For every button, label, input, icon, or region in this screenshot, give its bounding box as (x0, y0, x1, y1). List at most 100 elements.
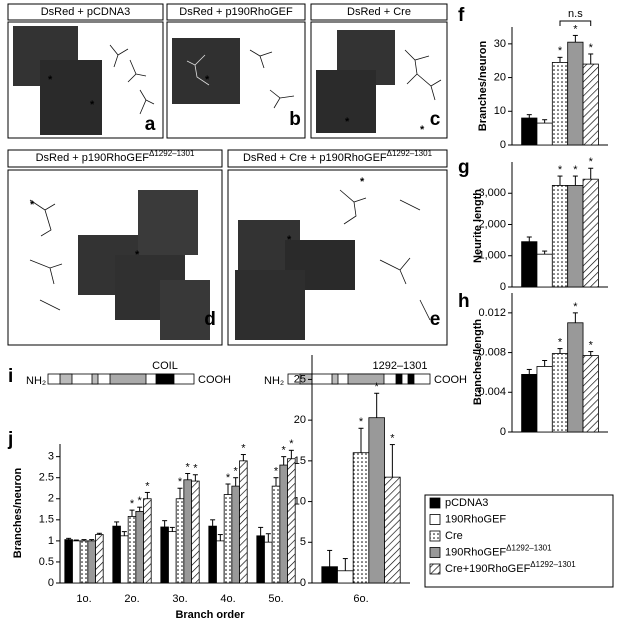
legend-label: 190RhoGEFΔ1292–1301 (445, 544, 552, 559)
panel-asterisk: * (420, 124, 425, 136)
bar (183, 479, 192, 584)
significance-marker: * (589, 339, 594, 351)
y-tick-label: 1,000 (478, 250, 506, 262)
y-tick-label: 1.5 (39, 514, 54, 526)
significance-marker: * (573, 301, 578, 313)
bar (87, 540, 96, 584)
bar (160, 526, 169, 584)
y-tick-label: 20 (294, 414, 306, 426)
bar (223, 494, 233, 584)
domain-label: NH₂ (264, 375, 284, 387)
bar (551, 353, 569, 433)
y-tick-label: 0 (500, 139, 506, 151)
legend-label: pCDNA3 (445, 497, 488, 509)
y-tick-label: 0.008 (478, 346, 506, 358)
significance-marker: * (289, 438, 294, 450)
significance-marker: * (234, 466, 239, 478)
bar (551, 62, 569, 146)
bar (536, 122, 553, 146)
panel-letter: e (430, 309, 441, 330)
panel-letter: b (289, 109, 301, 130)
significance-marker: * (390, 432, 395, 444)
domain-diagram (47, 373, 431, 385)
panel-title-sup: Δ1292–1301 (149, 149, 195, 158)
significance-marker: * (558, 45, 563, 57)
significance-marker: * (274, 466, 279, 478)
y-tick-label: 10 (294, 495, 306, 507)
panel-letter: i (8, 366, 13, 387)
bar (321, 566, 338, 584)
panel-asterisk: * (287, 234, 292, 246)
panel-title: DsRed + p190RhoGEF (179, 6, 293, 18)
y-tick-label: 0 (500, 426, 506, 438)
legend-label: Cre (445, 530, 463, 542)
legend-swatch (429, 514, 441, 525)
y-axis-label: Branches/neuron (12, 467, 24, 558)
panel-asterisk: * (30, 199, 35, 211)
x-tick-label: 3o. (172, 593, 187, 605)
significance-marker: * (573, 23, 578, 35)
significance-marker: * (130, 498, 135, 510)
annotation-bracket (559, 20, 592, 26)
y-tick-label: 0 (300, 577, 306, 589)
bar (79, 540, 89, 584)
x-axis-label: Branch order (175, 609, 245, 621)
bar (567, 322, 584, 433)
bar (256, 535, 265, 584)
neurites (29, 44, 442, 321)
bar (536, 366, 553, 433)
bar (521, 117, 538, 146)
legend-label-main: 190RhoGEF (445, 546, 506, 558)
y-tick-label: 0 (48, 577, 54, 589)
bar (64, 539, 73, 584)
legend-swatch (429, 563, 441, 575)
y-tick-label: 0 (500, 281, 506, 293)
panel-title-sup: Δ1292–1301 (387, 149, 433, 158)
significance-marker: * (558, 164, 563, 176)
bar (521, 374, 538, 433)
y-tick-label: 0.004 (478, 386, 506, 398)
y-tick-label: 3,000 (478, 187, 506, 199)
legend-label-main: 190RhoGEF (445, 513, 506, 525)
significance-marker: * (573, 164, 578, 176)
panel-letter: d (204, 309, 216, 330)
significance-marker: * (282, 445, 287, 457)
panel-title-main: DsRed + p190RhoGEF (179, 6, 293, 18)
panel-asterisk: * (205, 74, 210, 86)
y-axis-label: Branches/neuron (477, 40, 489, 131)
y-tick-label: 3 (48, 451, 54, 463)
bar (143, 498, 152, 584)
legend-label: 190RhoGEF (445, 513, 506, 525)
bar (168, 531, 177, 584)
y-tick-label: 2 (48, 493, 54, 505)
bar (287, 458, 296, 584)
y-tick-label: 20 (494, 71, 506, 83)
bar (216, 540, 225, 584)
legend-label-sup: Δ1292–1301 (530, 560, 576, 569)
x-tick-label: 4o. (220, 593, 235, 605)
significance-marker: * (226, 472, 231, 484)
significance-marker: * (138, 495, 143, 507)
y-tick-label: 0.5 (39, 556, 54, 568)
panel-title: DsRed + p190RhoGEFΔ1292–1301 (36, 149, 195, 164)
x-tick-label: 6o. (353, 593, 368, 605)
domain-label: COOH (198, 374, 231, 386)
domain-label: 1292–1301 (372, 360, 427, 372)
bar (567, 185, 584, 288)
panel-title: DsRed + Cre + p190RhoGEFΔ1292–1301 (243, 149, 433, 164)
bar (352, 452, 370, 584)
significance-marker: * (145, 480, 150, 492)
panel-letter: a (145, 114, 156, 135)
panel-title-main: DsRed + pCDNA3 (41, 6, 131, 18)
bar (551, 185, 569, 288)
panel-asterisk: * (90, 99, 95, 111)
legend-swatch (429, 497, 441, 509)
panel-letter: f (458, 5, 465, 26)
bar (120, 535, 129, 584)
panel-letter: h (458, 291, 470, 312)
legend-swatch (429, 530, 441, 542)
bar (582, 355, 599, 433)
bar (127, 516, 137, 584)
legend-label-main: pCDNA3 (445, 497, 488, 509)
